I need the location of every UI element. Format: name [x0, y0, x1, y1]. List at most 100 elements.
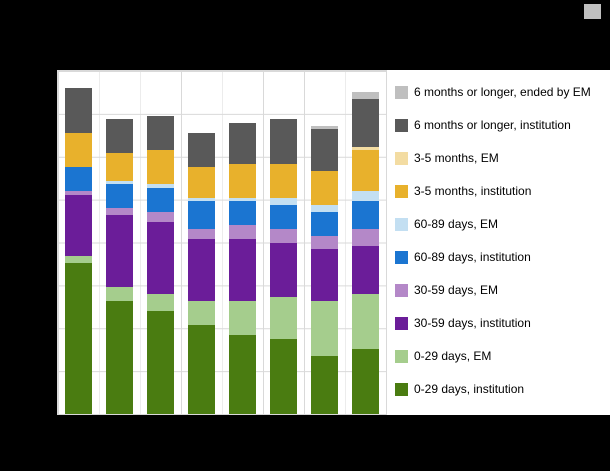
legend-swatch	[395, 152, 408, 165]
bar-segment	[64, 167, 93, 192]
top-right-decor-square	[584, 4, 601, 19]
legend-label: 6 months or longer, ended by EM	[414, 85, 591, 99]
legend-item: 0-29 days, institution	[395, 383, 609, 396]
legend-label: 0-29 days, institution	[414, 382, 525, 396]
legend-item: 3-5 months, EM	[395, 152, 609, 165]
bar-column	[222, 71, 263, 414]
bar-column	[345, 71, 386, 414]
bar-segment	[228, 239, 257, 301]
bar-segment	[269, 297, 298, 339]
bar-segment	[228, 197, 257, 202]
bar-segment	[351, 201, 380, 229]
bar-column	[263, 71, 304, 414]
legend-item: 60-89 days, institution	[395, 251, 609, 264]
bar-segment	[228, 201, 257, 226]
legend-swatch	[395, 383, 408, 396]
bar-segment	[351, 149, 380, 192]
legend-label: 60-89 days, EM	[414, 217, 499, 231]
bar-segment	[187, 300, 216, 325]
bar-segment	[351, 98, 380, 147]
bar-segment	[187, 228, 216, 240]
bar-segment	[351, 146, 380, 150]
bar-segment	[269, 228, 298, 243]
legend-label: 6 months or longer, institution	[414, 118, 571, 132]
bar-segment	[310, 235, 339, 250]
legend-label: 60-89 days, institution	[414, 250, 531, 264]
bar-segment	[310, 211, 339, 236]
bar-segment	[310, 170, 339, 205]
bar-segment	[105, 300, 134, 414]
chart-panel: 6 months or longer, ended by EM 6 months …	[57, 70, 610, 415]
stacked-bar	[310, 71, 339, 414]
stacked-bar	[64, 71, 93, 414]
bar-segment	[269, 204, 298, 229]
bar-column	[304, 71, 345, 414]
bar-segment	[228, 122, 257, 164]
bar-segment	[64, 132, 93, 168]
legend-label: 3-5 months, institution	[414, 184, 532, 198]
bar-segment	[105, 184, 134, 209]
bar-segment	[146, 184, 175, 188]
bar-segment	[146, 211, 175, 222]
bar-segment	[351, 293, 380, 349]
bar-segment	[64, 88, 93, 133]
bar-segment	[105, 287, 134, 301]
bar-segment	[64, 191, 93, 195]
bar-segment	[228, 335, 257, 414]
bar-segment	[187, 167, 216, 198]
stacked-bar	[228, 71, 257, 414]
legend-item: 0-29 days, EM	[395, 350, 609, 363]
bar-segment	[351, 228, 380, 246]
bar-segment	[351, 245, 380, 294]
bar-segment	[187, 132, 216, 168]
bar-segment	[146, 115, 175, 150]
bar-segment	[351, 191, 380, 202]
bar-column	[181, 71, 222, 414]
legend-label: 30-59 days, institution	[414, 316, 531, 330]
bar-segment	[146, 187, 175, 212]
legend: 6 months or longer, ended by EM 6 months …	[395, 86, 609, 396]
bar-segment	[146, 221, 175, 294]
legend-item: 30-59 days, institution	[395, 317, 609, 330]
legend-item: 6 months or longer, institution	[395, 119, 609, 132]
stacked-bar	[187, 71, 216, 414]
bar-segment	[105, 119, 134, 154]
bar-segment	[64, 256, 93, 264]
legend-label: 30-59 days, EM	[414, 283, 499, 297]
bar-segment	[310, 125, 339, 130]
legend-swatch	[395, 185, 408, 198]
bar-segment	[146, 293, 175, 312]
legend-swatch	[395, 317, 408, 330]
bar-segment	[310, 204, 339, 212]
bar-segment	[105, 215, 134, 288]
bar-segment	[351, 348, 380, 414]
legend-swatch	[395, 86, 408, 99]
legend-item: 6 months or longer, ended by EM	[395, 86, 609, 99]
bar-segment	[310, 129, 339, 171]
bar-segment	[310, 249, 339, 301]
bar-segment	[269, 242, 298, 298]
bar-segment	[269, 338, 298, 414]
bar-segment	[228, 163, 257, 198]
bar-segment	[310, 355, 339, 414]
legend-item: 3-5 months, institution	[395, 185, 609, 198]
bar-column	[99, 71, 140, 414]
bar-segment	[269, 163, 298, 198]
bar-segment	[228, 300, 257, 336]
legend-swatch	[395, 251, 408, 264]
stacked-bar	[105, 71, 134, 414]
stacked-bar	[269, 71, 298, 414]
legend-swatch	[395, 218, 408, 231]
plot-area	[57, 70, 387, 415]
legend-item: 30-59 days, EM	[395, 284, 609, 297]
stacked-bar	[146, 71, 175, 414]
bar-segment	[228, 225, 257, 240]
bar-segment	[310, 300, 339, 356]
bar-segment	[146, 311, 175, 414]
legend-label: 3-5 months, EM	[414, 151, 499, 165]
bar-segment	[187, 201, 216, 229]
legend-item: 60-89 days, EM	[395, 218, 609, 231]
bar-column	[58, 71, 99, 414]
legend-swatch	[395, 284, 408, 297]
